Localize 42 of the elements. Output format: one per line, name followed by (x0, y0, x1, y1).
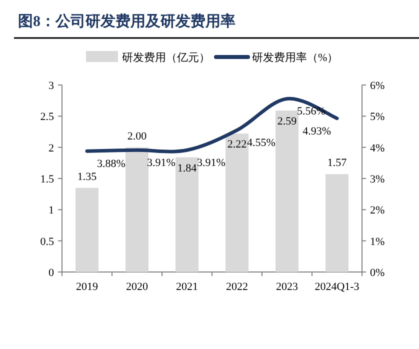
bar (126, 147, 148, 272)
bar (276, 110, 298, 272)
bar (176, 157, 198, 272)
x-tick-label: 2021 (176, 281, 198, 293)
data-label: 1.57 (327, 157, 348, 170)
legend-label: 研发费用率（%） (252, 51, 338, 64)
data-label: 2.00 (127, 130, 148, 142)
data-label: 2.22 (227, 138, 247, 151)
y-tick-label: 2 (48, 142, 54, 154)
data-label: 4.93% (302, 125, 331, 138)
bar (226, 134, 248, 272)
line-series (85, 96, 339, 154)
y2-tick-label: 1% (370, 236, 385, 248)
data-label: 3.91% (197, 157, 226, 170)
y2-tick-label: 2% (370, 204, 385, 217)
x-tick-label: 2023 (276, 281, 298, 293)
x-tick-label: 2020 (126, 281, 148, 293)
y-tick-label: 2.5 (40, 111, 54, 124)
y2-tick-label: 0% (370, 267, 385, 279)
bar (76, 188, 98, 272)
bar (326, 174, 348, 272)
x-tick-label: 2024Q1-3 (314, 281, 360, 293)
data-label: 3.91% (147, 157, 176, 170)
y2-tick-label: 6% (370, 80, 385, 92)
y-tick-label: 3 (48, 80, 54, 92)
data-label: 1.35 (77, 170, 98, 183)
y2-tick-label: 4% (370, 142, 385, 154)
x-tick-label: 2022 (226, 281, 248, 293)
data-label: 4.55% (247, 137, 276, 150)
legend-label: 研发费用（亿元） (122, 51, 210, 64)
data-label: 3.88% (97, 158, 126, 170)
y-tick-label: 0.5 (40, 236, 54, 248)
y-tick-label: 0 (48, 267, 54, 279)
y2-tick-label: 3% (370, 174, 385, 186)
chart-title: 图8：公司研发费用及研发费用率 (18, 12, 236, 30)
y-tick-label: 1 (48, 204, 54, 217)
data-label: 2.59 (277, 116, 298, 128)
x-tick-label: 2019 (76, 281, 98, 293)
data-label: 1.84 (177, 162, 198, 174)
y-tick-label: 1.5 (40, 174, 54, 186)
y2-tick-label: 5% (370, 111, 385, 124)
data-label: 5.56% (297, 106, 326, 118)
